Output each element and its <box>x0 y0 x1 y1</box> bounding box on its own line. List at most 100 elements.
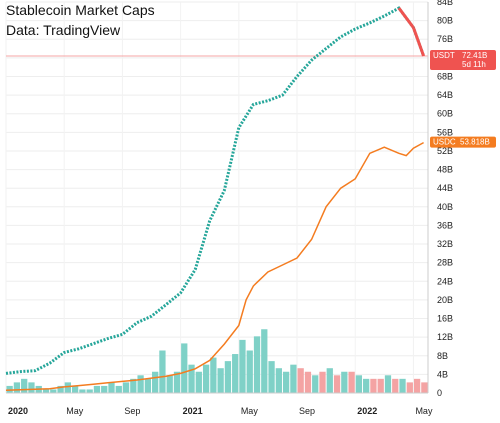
y-tick-label: 32B <box>437 239 453 249</box>
x-tick-label: 2020 <box>8 406 28 416</box>
volume-bar <box>348 371 355 393</box>
volume-bar <box>384 375 392 393</box>
y-tick-label: 84B <box>437 0 453 7</box>
y-tick-label: 16B <box>437 314 453 324</box>
volume-bar <box>290 364 297 393</box>
chart-source: Data: TradingView <box>6 22 121 38</box>
x-tick-label: May <box>241 406 259 416</box>
volume-bar <box>326 368 333 393</box>
volume-bar <box>86 389 93 393</box>
volume-bar <box>195 371 202 393</box>
y-tick-label: 8B <box>437 351 448 361</box>
usdc-tag-background <box>430 136 496 148</box>
y-tick-label: 68B <box>437 71 453 81</box>
y-tick-label: 52B <box>437 146 453 156</box>
volume-bar <box>275 368 282 393</box>
volume-bar <box>79 389 86 393</box>
volume-bar <box>21 378 28 393</box>
y-tick-label: 76B <box>437 34 453 44</box>
volume-bar <box>297 368 304 393</box>
volume-bar <box>232 354 239 393</box>
volume-bar <box>144 378 152 393</box>
volume-bar <box>341 371 348 393</box>
usdc-tag-value: 53.818B <box>460 138 490 147</box>
volume-bar <box>159 350 166 393</box>
usdc-tag-symbol: USDC <box>433 138 456 147</box>
usdt-line <box>5 6 426 375</box>
volume-bar <box>210 357 217 393</box>
volume-bar <box>202 364 210 393</box>
volume-bar <box>57 385 64 393</box>
volume-bar <box>217 368 224 393</box>
y-tick-label: 44B <box>437 183 453 193</box>
y-tick-label: 80B <box>437 16 453 26</box>
volume-bar <box>377 378 384 393</box>
volume-bar <box>399 378 406 393</box>
usdt-down-segment <box>397 7 415 29</box>
volume-bars <box>6 329 428 393</box>
volume-bar <box>282 371 290 393</box>
volume-bar <box>312 375 319 393</box>
y-tick-label: 36B <box>437 220 453 230</box>
volume-bar <box>224 361 232 393</box>
volume-bar <box>93 385 101 393</box>
volume-bar <box>152 371 159 393</box>
volume-bar <box>304 371 312 393</box>
volume-bar <box>355 375 363 393</box>
usdt-tag-value: 72.41B <box>462 51 487 60</box>
volume-bar <box>370 378 377 393</box>
x-tick-label: May <box>66 406 84 416</box>
volume-bar <box>413 378 421 393</box>
volume-bar <box>13 382 21 393</box>
x-tick-label: 2021 <box>183 406 203 416</box>
volume-bar <box>42 389 50 393</box>
volume-bar <box>421 382 428 393</box>
volume-bar <box>130 378 137 393</box>
y-tick-label: 20B <box>437 295 453 305</box>
y-tick-label: 60B <box>437 109 453 119</box>
usdt-price-tag: USDT 72.41B 5d 11h <box>430 49 496 70</box>
y-tick-label: 0 <box>437 388 442 398</box>
usdc-price-tag: USDC 53.818B <box>430 136 496 148</box>
usdt-down-segment <box>412 27 426 57</box>
volume-bar <box>50 389 57 393</box>
volume-bar <box>166 375 173 393</box>
usdt-tag-countdown: 5d 11h <box>462 60 486 69</box>
usdt-tag-symbol: USDT <box>433 51 455 60</box>
usdc-line <box>5 141 424 391</box>
volume-bar <box>363 378 370 393</box>
y-tick-label: 28B <box>437 258 453 268</box>
x-axis: 2020 May Sep 2021 May Sep 2022 May <box>6 392 433 416</box>
volume-bar <box>64 382 71 393</box>
x-tick-label: May <box>415 406 433 416</box>
x-tick-label: Sep <box>124 406 140 416</box>
volume-bar <box>173 371 181 393</box>
chart-title: Stablecoin Market Caps <box>6 2 155 18</box>
volume-bar <box>319 371 326 393</box>
y-tick-label: 12B <box>437 332 453 342</box>
volume-bar <box>333 375 341 393</box>
volume-bar <box>137 375 144 393</box>
volume-bar <box>71 385 79 393</box>
volume-bar <box>101 385 108 393</box>
y-tick-label: 24B <box>437 276 453 286</box>
x-tick-label: Sep <box>299 406 315 416</box>
y-tick-label: 56B <box>437 127 453 137</box>
volume-bar <box>246 350 253 393</box>
volume-bar <box>406 382 413 393</box>
volume-bar <box>253 336 261 393</box>
volume-bar <box>392 378 399 393</box>
volume-bar <box>261 329 268 393</box>
series-lines <box>5 6 426 391</box>
volume-bar <box>115 385 122 393</box>
volume-bar <box>108 382 115 393</box>
volume-bar <box>181 343 188 393</box>
usdt-tag-background <box>430 49 496 70</box>
volume-bar <box>268 361 275 393</box>
volume-bar <box>28 382 35 393</box>
volume-bar <box>188 364 195 393</box>
y-tick-label: 64B <box>437 90 453 100</box>
chart-grid <box>5 1 428 394</box>
y-tick-label: 4B <box>437 369 448 379</box>
